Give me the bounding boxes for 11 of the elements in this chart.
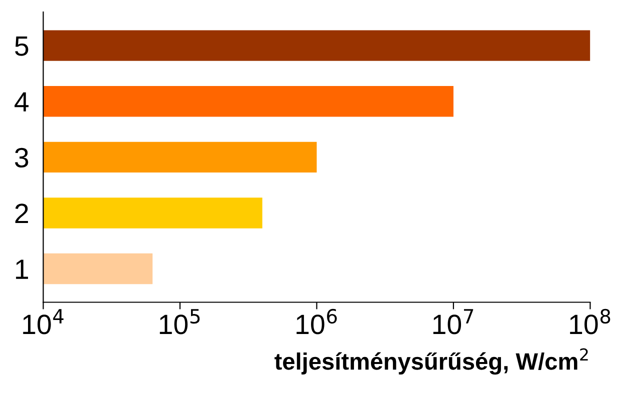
y-tick-label: 2	[15, 204, 28, 224]
x-tick-label: 10$^{5}$	[160, 309, 200, 334]
x-tick-label: 10$^{4}$	[23, 309, 64, 334]
x-tick-label: 10$^{8}$	[570, 308, 610, 334]
x-tick-label: 10$^{6}$	[296, 308, 337, 334]
y-tick-label: 4	[14, 92, 29, 112]
x-tick-label: 10$^{7}$	[433, 309, 474, 334]
y-tick-label: 1	[16, 260, 28, 279]
x-axis-title: teljesítménysűrűség, W/cm$^{2}$	[274, 348, 588, 375]
y-tick-label: 3	[14, 148, 28, 168]
y-tick-label: 5	[15, 36, 28, 56]
